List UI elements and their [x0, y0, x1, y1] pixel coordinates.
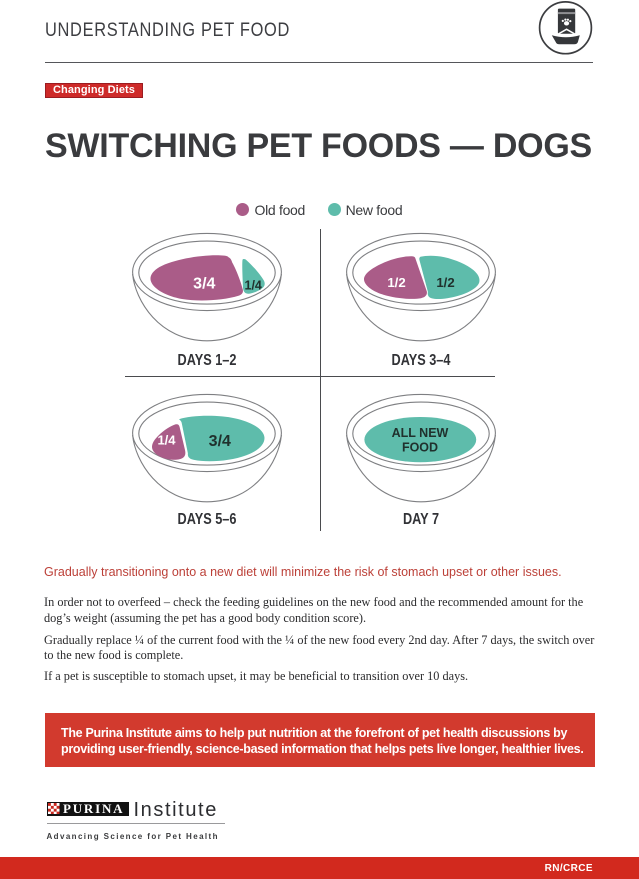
svg-text:1/2: 1/2 — [436, 274, 454, 289]
svg-text:1/4: 1/4 — [244, 278, 261, 292]
svg-text:1/2: 1/2 — [387, 274, 405, 289]
svg-text:1/4: 1/4 — [157, 432, 176, 447]
svg-text:3/4: 3/4 — [208, 433, 230, 450]
svg-text:FOOD: FOOD — [401, 440, 437, 454]
svg-text:3/4: 3/4 — [193, 275, 215, 292]
svg-text:ALL NEW: ALL NEW — [391, 426, 448, 440]
